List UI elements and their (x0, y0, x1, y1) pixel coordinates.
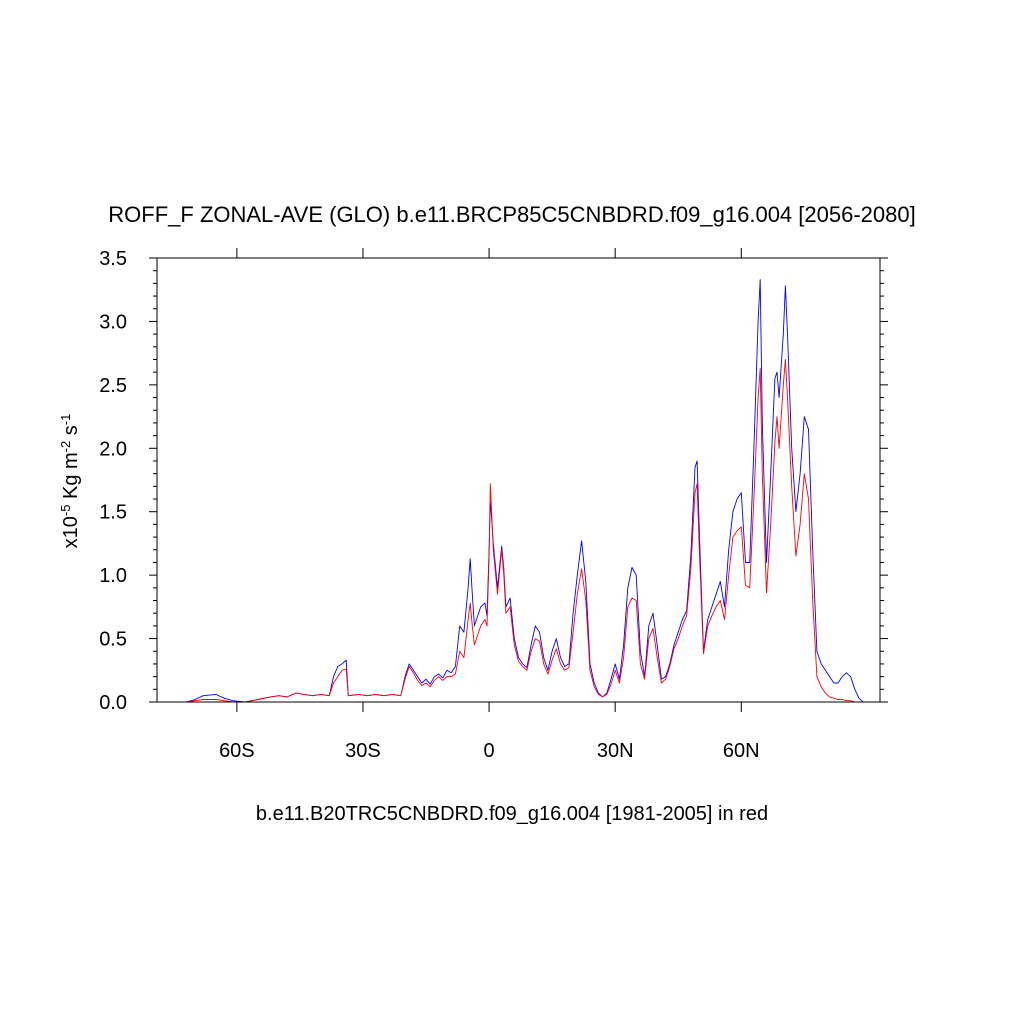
x-tick-label: 60N (723, 740, 760, 762)
x-tick-label: 60S (219, 740, 255, 762)
series-line-1 (186, 279, 864, 703)
y-tick-label: 3.0 (99, 311, 127, 333)
chart-title: ROFF_F ZONAL-AVE (GLO) b.e11.BRCP85C5CNB… (108, 202, 915, 227)
y-tick-label: 1.0 (99, 565, 127, 587)
svg-text:x10-5 Kg m-2 s-1: x10-5 Kg m-2 s-1 (58, 414, 83, 549)
y-label-mid: Kg m (60, 452, 82, 504)
y-label-exp2: -2 (58, 441, 73, 453)
x-tick-label: 0 (484, 740, 495, 762)
y-label-exp1: -5 (58, 505, 73, 517)
y-tick-label: 3.5 (99, 248, 127, 270)
y-tick-label: 1.5 (99, 502, 127, 524)
y-tick-label: 0.0 (99, 692, 127, 714)
x-tick-label: 30N (597, 740, 634, 762)
series-line-2 (186, 359, 864, 703)
series-layer (186, 279, 864, 703)
plot-area: 0.0 0.5 1.0 1.5 2.0 2.5 3.0 3.5 60S 30S 0 30N 60N (99, 248, 888, 762)
y-label-exp3: -1 (58, 414, 73, 426)
y-tick-label: 2.5 (99, 375, 127, 397)
y-label-mid2: s (60, 425, 82, 441)
x-axis-label: b.e11.B20TRC5CNBDRD.f09_g16.004 [1981-20… (256, 803, 768, 825)
axes-layer: 0.0 0.5 1.0 1.5 2.0 2.5 3.0 3.5 60S 30S 0 30N 60N (99, 248, 888, 762)
x-tick-label: 30S (345, 740, 381, 762)
y-tick-label: 2.0 (99, 438, 127, 460)
y-label-prefix: x10 (60, 516, 82, 548)
y-tick-label: 0.5 (99, 629, 127, 651)
y-axis-label: x10-5 Kg m-2 s-1 (58, 414, 83, 549)
plot-frame (156, 257, 881, 703)
